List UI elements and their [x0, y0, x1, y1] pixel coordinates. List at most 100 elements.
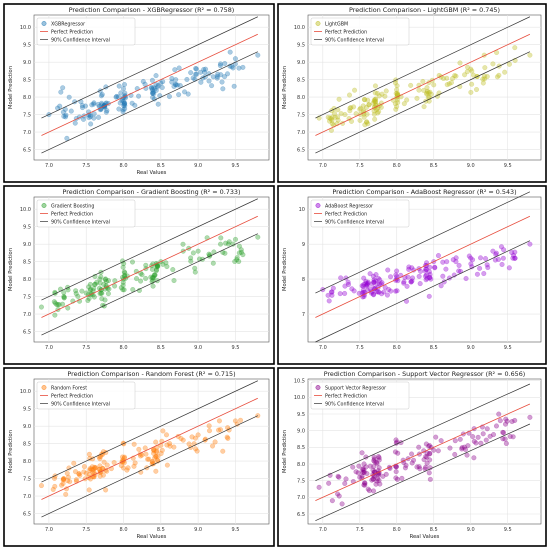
- data-point: [351, 288, 357, 294]
- data-point: [384, 292, 390, 298]
- data-point: [72, 120, 78, 126]
- data-point: [150, 90, 156, 96]
- data-point: [92, 465, 98, 471]
- data-point: [148, 274, 154, 280]
- data-point: [343, 476, 349, 482]
- data-point: [327, 118, 333, 124]
- data-point: [121, 101, 127, 107]
- y-tick-label: 10: [299, 207, 305, 213]
- data-point: [238, 249, 244, 255]
- data-point: [374, 281, 380, 287]
- y-tick-label: 10.5: [294, 378, 305, 384]
- data-point: [374, 461, 380, 467]
- data-point: [464, 69, 470, 75]
- data-point: [345, 279, 351, 285]
- data-point: [61, 294, 67, 300]
- data-point: [371, 98, 377, 104]
- data-point: [180, 241, 186, 247]
- data-point: [151, 447, 157, 453]
- data-point: [365, 121, 371, 127]
- data-point: [409, 278, 415, 284]
- data-point: [427, 457, 433, 463]
- data-point: [393, 437, 399, 443]
- data-point: [496, 72, 502, 78]
- data-point: [364, 119, 370, 125]
- data-point: [360, 466, 366, 472]
- data-point: [502, 436, 508, 442]
- data-point: [185, 91, 191, 97]
- upper-confidence-line: [41, 380, 258, 483]
- data-point: [383, 471, 389, 477]
- y-tick-label: 8.5: [297, 445, 305, 451]
- lower-confidence-line: [41, 415, 258, 518]
- x-tick-label: 9.5: [504, 163, 512, 169]
- data-point: [225, 71, 231, 77]
- data-point: [374, 478, 380, 484]
- data-point: [456, 262, 462, 268]
- data-point: [366, 488, 372, 494]
- data-point: [393, 90, 399, 96]
- data-point: [210, 443, 216, 449]
- data-point: [99, 290, 105, 296]
- data-point: [394, 83, 400, 89]
- data-point: [462, 447, 468, 453]
- x-tick-label: 7.5: [82, 345, 90, 351]
- y-tick-label: 10.0: [20, 25, 31, 31]
- data-point: [195, 432, 201, 438]
- data-point: [350, 464, 356, 470]
- data-point: [394, 288, 400, 294]
- data-point: [232, 56, 238, 62]
- data-point: [54, 302, 60, 308]
- data-point: [217, 63, 223, 69]
- data-point: [155, 82, 161, 88]
- data-point: [382, 93, 388, 99]
- data-point: [507, 433, 513, 439]
- y-axis-label: Model Prediction: [8, 248, 14, 291]
- data-point: [512, 249, 518, 255]
- data-point: [111, 460, 117, 466]
- legend-label-confidence: 90% Confidence Interval: [325, 37, 384, 43]
- data-point: [326, 480, 332, 486]
- data-point: [118, 463, 124, 469]
- data-point: [466, 253, 472, 259]
- data-point: [210, 260, 216, 266]
- data-point: [218, 72, 224, 78]
- data-point: [426, 470, 432, 476]
- data-point: [103, 487, 109, 493]
- data-point: [153, 453, 159, 459]
- data-point: [55, 302, 61, 308]
- data-point: [338, 275, 344, 281]
- data-point: [148, 84, 154, 90]
- x-tick-label: 9.5: [231, 345, 239, 351]
- data-point: [61, 113, 67, 119]
- data-point: [150, 275, 156, 281]
- data-point: [433, 434, 439, 440]
- data-point: [362, 97, 368, 103]
- data-point: [402, 465, 408, 471]
- data-point: [349, 286, 355, 292]
- data-point: [423, 277, 429, 283]
- data-point: [153, 268, 159, 274]
- data-point: [329, 118, 335, 124]
- data-point: [212, 439, 218, 445]
- data-point: [409, 265, 415, 271]
- data-point: [91, 115, 97, 121]
- data-point: [393, 106, 399, 112]
- y-tick-label: 9.5: [23, 42, 31, 48]
- data-point: [375, 110, 381, 116]
- data-point: [236, 258, 242, 264]
- data-point: [149, 459, 155, 465]
- data-point: [325, 292, 331, 298]
- data-point: [143, 451, 149, 457]
- legend-label-model: LightGBM: [325, 21, 348, 27]
- y-axis-label: Model Prediction: [8, 430, 14, 473]
- data-point: [61, 295, 67, 301]
- data-point: [356, 290, 362, 296]
- data-point: [79, 288, 85, 294]
- data-point: [77, 472, 83, 478]
- y-tick-label: 8.0: [23, 95, 31, 101]
- legend-label-model: Support Vector Regressor: [325, 385, 386, 391]
- data-point: [512, 45, 518, 51]
- data-point: [140, 78, 146, 84]
- data-point: [364, 281, 370, 287]
